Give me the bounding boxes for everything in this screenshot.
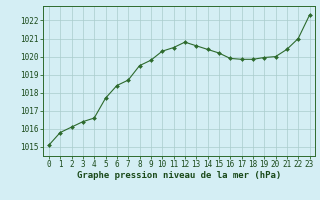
X-axis label: Graphe pression niveau de la mer (hPa): Graphe pression niveau de la mer (hPa) [77,171,281,180]
